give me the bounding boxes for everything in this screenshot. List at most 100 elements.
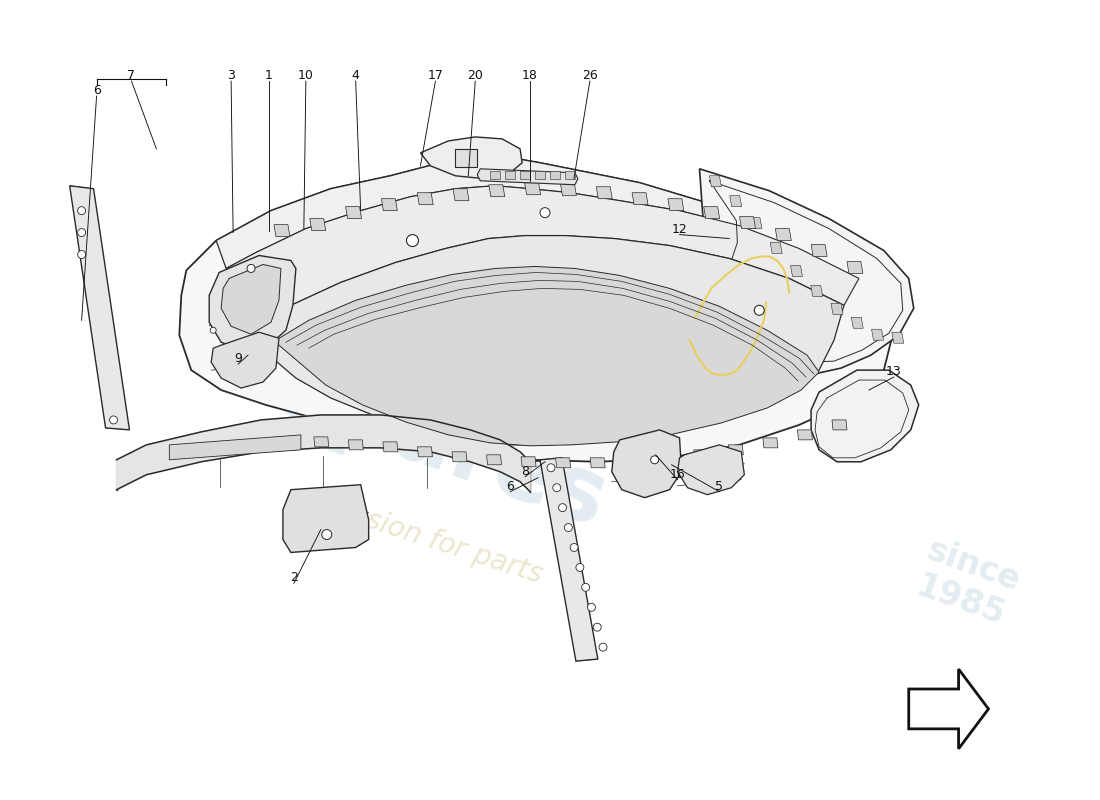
Polygon shape [678,445,745,494]
Bar [455,149,477,167]
Polygon shape [310,218,326,230]
Polygon shape [217,153,879,295]
Polygon shape [453,189,469,201]
Bar [535,170,544,178]
Text: 26: 26 [582,69,597,82]
Circle shape [570,543,579,551]
Circle shape [110,416,118,424]
Polygon shape [612,430,682,498]
Circle shape [582,583,590,591]
Polygon shape [383,442,398,452]
Polygon shape [798,430,813,440]
Bar [550,170,560,178]
Circle shape [210,327,217,334]
Text: 12: 12 [672,222,688,236]
Polygon shape [345,206,362,218]
Polygon shape [704,206,719,218]
Bar [491,170,501,178]
Circle shape [755,306,764,315]
Circle shape [564,523,572,531]
Text: a passion for parts: a passion for parts [290,482,546,589]
Polygon shape [488,185,505,197]
Polygon shape [561,184,576,196]
Circle shape [593,623,602,631]
Text: since
1985: since 1985 [909,534,1024,634]
Text: euro
spares: euro spares [271,253,653,547]
Polygon shape [420,137,522,178]
Polygon shape [739,217,756,229]
Polygon shape [276,266,820,446]
Polygon shape [596,186,613,198]
Bar [565,170,575,178]
Text: 5: 5 [715,480,724,493]
Circle shape [78,250,86,258]
Polygon shape [418,447,432,457]
Polygon shape [283,485,368,553]
Text: 16: 16 [670,468,685,481]
Polygon shape [556,458,571,468]
Polygon shape [811,286,823,296]
Polygon shape [811,370,918,462]
Polygon shape [688,169,914,375]
Polygon shape [668,198,684,210]
Circle shape [600,643,607,651]
Polygon shape [632,193,648,205]
Text: 8: 8 [521,465,529,478]
Polygon shape [209,255,296,352]
Circle shape [248,265,255,273]
Text: 9: 9 [234,352,242,365]
Polygon shape [179,153,894,462]
Polygon shape [274,225,290,237]
Text: 6: 6 [506,480,514,493]
Polygon shape [694,450,708,460]
Polygon shape [871,330,883,340]
Polygon shape [117,415,530,492]
Polygon shape [811,245,827,257]
Circle shape [540,208,550,218]
Text: 7: 7 [128,69,135,82]
Polygon shape [521,457,536,466]
Polygon shape [763,438,778,448]
Polygon shape [729,196,741,206]
Polygon shape [659,454,674,464]
Polygon shape [69,186,130,430]
Polygon shape [169,435,301,460]
Text: 1: 1 [265,69,273,82]
Circle shape [78,206,86,214]
Polygon shape [710,176,722,186]
Polygon shape [382,198,397,210]
Polygon shape [477,169,578,185]
Text: 6: 6 [92,84,100,97]
Circle shape [559,504,566,512]
Polygon shape [211,332,279,388]
Polygon shape [227,186,859,345]
Circle shape [553,484,561,492]
Circle shape [587,603,595,611]
Polygon shape [750,218,762,229]
Text: 3: 3 [228,69,235,82]
Text: 18: 18 [522,69,538,82]
Polygon shape [851,318,864,328]
Polygon shape [770,242,782,254]
Circle shape [78,229,86,237]
Polygon shape [776,229,791,241]
Polygon shape [728,445,744,455]
Text: 10: 10 [298,69,314,82]
Polygon shape [486,455,502,465]
Circle shape [576,563,584,571]
Bar [505,170,515,178]
Polygon shape [525,182,540,194]
Polygon shape [221,265,280,334]
Text: 20: 20 [468,69,483,82]
Polygon shape [591,458,605,468]
Polygon shape [909,669,989,749]
Polygon shape [417,193,433,205]
Circle shape [650,456,659,464]
Polygon shape [452,452,468,462]
Circle shape [547,464,556,472]
Text: 13: 13 [886,365,902,378]
Polygon shape [314,437,329,447]
Bar [520,170,530,178]
Polygon shape [625,457,640,466]
Text: 4: 4 [352,69,360,82]
